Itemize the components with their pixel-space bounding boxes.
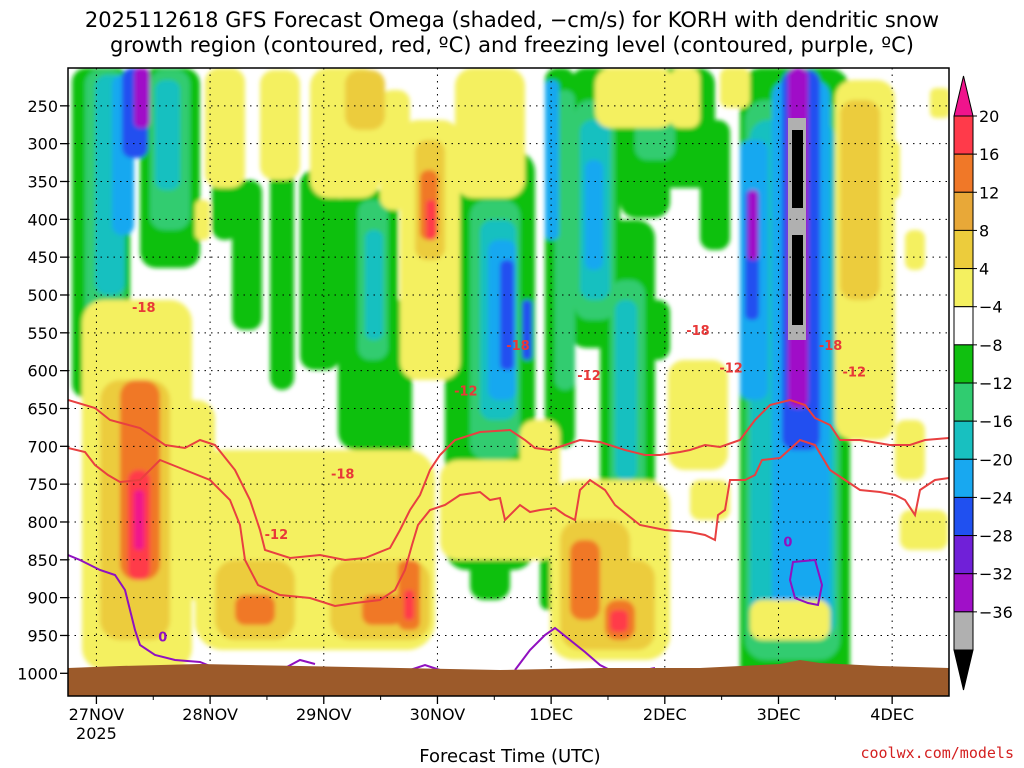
y-axis: 250 300 350 400 450 500 550 600 650 700 750 800 850 9… <box>17 97 68 683</box>
contour-label: -18 <box>331 468 355 483</box>
contour-label: -18 <box>506 339 530 354</box>
x-tick-label: 30NOV <box>410 705 466 724</box>
colorbar-over-triangle <box>953 75 974 117</box>
y-tick-label: 400 <box>27 210 58 229</box>
colorbar: 20 16 12 8 4 −4 −8 −12 −16 −20 −24 −28 −32 −36 <box>953 75 1013 691</box>
descent-core-3dec <box>788 118 806 340</box>
y-tick-label: 700 <box>27 437 58 456</box>
colorbar-swatch <box>953 268 974 308</box>
colorbar-label: −28 <box>979 527 1013 546</box>
omega-shading <box>72 68 949 688</box>
contour-label: -12 <box>843 365 867 380</box>
y-tick-label: 750 <box>27 475 58 494</box>
colorbar-swatch <box>953 573 974 613</box>
ascent-pink-peak <box>134 490 144 550</box>
x-tick-label: 3DEC <box>757 705 801 724</box>
colorbar-label: 8 <box>979 221 989 240</box>
colorbar-label: −20 <box>979 450 1013 469</box>
colorbar-label: −36 <box>979 603 1013 622</box>
colorbar-swatch <box>953 496 974 537</box>
credit-text: coolwx.com/models <box>860 744 1014 762</box>
plot-frame <box>67 67 950 697</box>
y-tick-label: 950 <box>27 626 58 645</box>
colorbar-label: −12 <box>979 374 1013 393</box>
y-tick-label: 300 <box>27 135 58 154</box>
y-tick-label: 850 <box>27 551 58 570</box>
colorbar-swatch <box>953 153 974 193</box>
colorbar-swatch <box>953 611 974 651</box>
y-tick-label: 350 <box>27 172 58 191</box>
y-tick-label: 450 <box>27 248 58 267</box>
y-tick-label: 900 <box>27 589 58 608</box>
colorbar-label: 16 <box>979 145 999 164</box>
contour-label: 0 <box>783 536 792 551</box>
freezing-loop-3dec <box>788 558 824 607</box>
x-tick-label: 27NOV <box>69 705 125 724</box>
colorbar-swatch <box>953 115 974 155</box>
x-tick-label: 28NOV <box>182 705 238 724</box>
terrain-ground <box>68 660 949 696</box>
contour-label: -18 <box>132 301 156 316</box>
colorbar-label: −16 <box>979 412 1013 431</box>
contour-minus18 <box>68 398 949 562</box>
contour-minus12 <box>68 438 949 608</box>
colorbar-swatch <box>953 191 974 231</box>
colorbar-label: −32 <box>979 565 1013 584</box>
colorbar-label: 4 <box>979 260 989 279</box>
colorbar-label: 12 <box>979 183 999 202</box>
contour-label: -12 <box>454 384 478 399</box>
grid <box>68 68 949 696</box>
colorbar-swatch <box>953 458 974 498</box>
y-tick-label: 550 <box>27 324 58 343</box>
contour-label: -12 <box>719 362 743 377</box>
x-tick-label: 29NOV <box>296 705 352 724</box>
contour-label: -12 <box>577 369 601 384</box>
colorbar-label: −8 <box>979 336 1003 355</box>
freezing-line-bump1 <box>284 658 316 669</box>
core-black-upper <box>792 130 803 208</box>
x-tick-label: 2DEC <box>643 705 687 724</box>
colorbar-swatch <box>953 382 974 422</box>
colorbar-swatch <box>953 306 974 346</box>
contour-label: 0 <box>158 630 167 645</box>
freezing-line-1dec <box>514 626 611 671</box>
y-tick-label: 600 <box>27 362 58 381</box>
chart-title-line1: 2025112618 GFS Forecast Omega (shaded, −… <box>85 8 939 32</box>
colorbar-label: 20 <box>979 107 999 126</box>
y-tick-label: 800 <box>27 513 58 532</box>
contour-label: -12 <box>265 528 289 543</box>
freezing-line-west <box>68 554 216 669</box>
dgz-contours <box>68 398 949 608</box>
colorbar-swatch <box>953 535 974 575</box>
colorbar-label: −4 <box>979 298 1003 317</box>
colorbar-swatch <box>953 344 974 384</box>
x-tick-label: 1DEC <box>529 705 573 724</box>
chart-title-line2: growth region (contoured, red, ºC) and f… <box>110 33 914 57</box>
y-tick-label: 650 <box>27 399 58 418</box>
colorbar-under-triangle <box>953 649 974 691</box>
y-tick-label: 250 <box>27 97 58 116</box>
colorbar-swatch <box>953 229 974 270</box>
x-tick-label: 4DEC <box>870 705 914 724</box>
contour-label: -18 <box>686 324 710 339</box>
y-tick-label: 500 <box>27 286 58 305</box>
y-tick-label: 1000 <box>17 664 58 683</box>
contour-label: -18 <box>819 339 843 354</box>
x-tick-year-label: 2025 <box>76 724 117 743</box>
colorbar-swatch <box>953 420 974 460</box>
colorbar-label: −24 <box>979 488 1013 507</box>
x-axis-label: Forecast Time (UTC) <box>419 746 600 767</box>
core-black-lower <box>792 235 803 325</box>
